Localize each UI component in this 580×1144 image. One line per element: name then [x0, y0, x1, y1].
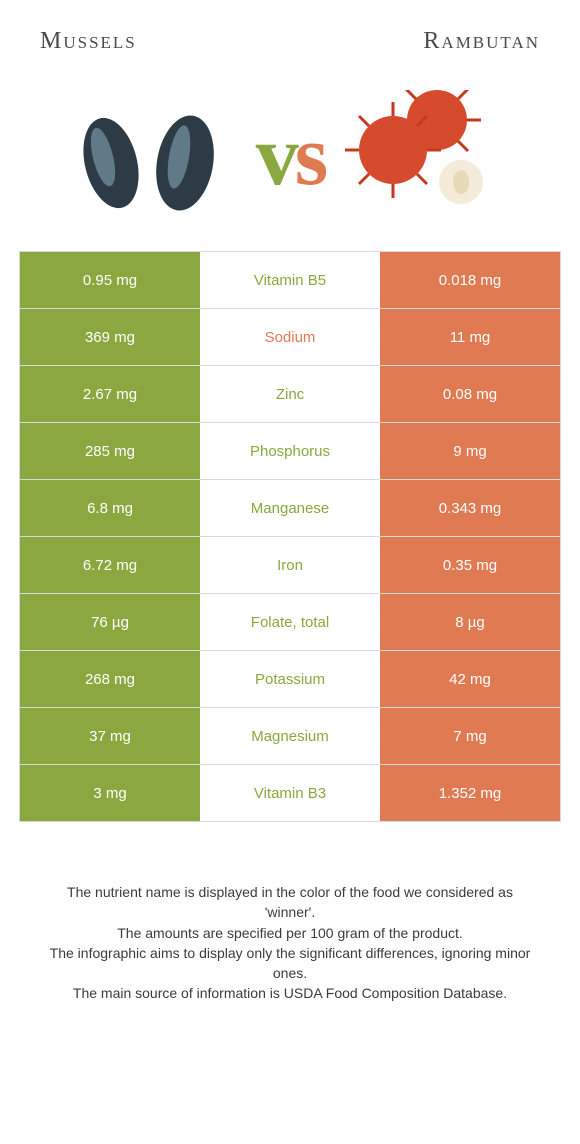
left-value-cell: 37 mg [20, 708, 200, 764]
vs-s: s [295, 112, 324, 198]
right-value-cell: 9 mg [380, 423, 560, 479]
left-value-cell: 76 µg [20, 594, 200, 650]
mussels-icon [64, 85, 244, 225]
title-right: Rambutan [423, 28, 540, 55]
nutrient-table: 0.95 mgVitamin B50.018 mg369 mgSodium11 … [19, 251, 561, 822]
nutrient-name-cell: Phosphorus [200, 423, 380, 479]
table-row: 3 mgVitamin B31.352 mg [20, 765, 560, 821]
footnote-line: The amounts are specified per 100 gram o… [40, 923, 540, 943]
nutrient-name-cell: Folate, total [200, 594, 380, 650]
nutrient-name-cell: Vitamin B5 [200, 252, 380, 308]
table-row: 6.8 mgManganese0.343 mg [20, 480, 560, 537]
title-row: Mussels Rambutan [0, 0, 580, 65]
vs-label: vs [256, 112, 324, 198]
vs-v: v [256, 112, 295, 198]
left-value-cell: 2.67 mg [20, 366, 200, 422]
right-value-cell: 0.343 mg [380, 480, 560, 536]
table-row: 6.72 mgIron0.35 mg [20, 537, 560, 594]
left-value-cell: 0.95 mg [20, 252, 200, 308]
table-row: 285 mgPhosphorus9 mg [20, 423, 560, 480]
comparison-infographic: Mussels Rambutan vs [0, 0, 580, 1004]
nutrient-name-cell: Potassium [200, 651, 380, 707]
footnotes: The nutrient name is displayed in the co… [40, 882, 540, 1004]
nutrient-name-cell: Manganese [200, 480, 380, 536]
right-value-cell: 0.018 mg [380, 252, 560, 308]
right-value-cell: 1.352 mg [380, 765, 560, 821]
left-value-cell: 285 mg [20, 423, 200, 479]
right-value-cell: 0.35 mg [380, 537, 560, 593]
right-value-cell: 0.08 mg [380, 366, 560, 422]
left-value-cell: 369 mg [20, 309, 200, 365]
right-value-cell: 7 mg [380, 708, 560, 764]
table-row: 37 mgMagnesium7 mg [20, 708, 560, 765]
left-value-cell: 6.8 mg [20, 480, 200, 536]
nutrient-name-cell: Zinc [200, 366, 380, 422]
nutrient-name-cell: Magnesium [200, 708, 380, 764]
nutrient-name-cell: Iron [200, 537, 380, 593]
hero-row: vs [0, 65, 580, 251]
footnote-line: The main source of information is USDA F… [40, 983, 540, 1003]
table-row: 2.67 mgZinc0.08 mg [20, 366, 560, 423]
right-value-cell: 42 mg [380, 651, 560, 707]
nutrient-name-cell: Vitamin B3 [200, 765, 380, 821]
right-value-cell: 11 mg [380, 309, 560, 365]
footnote-line: The nutrient name is displayed in the co… [40, 882, 540, 923]
title-left: Mussels [40, 28, 137, 55]
rambutan-icon [336, 85, 516, 225]
table-row: 0.95 mgVitamin B50.018 mg [20, 252, 560, 309]
nutrient-name-cell: Sodium [200, 309, 380, 365]
table-row: 76 µgFolate, total8 µg [20, 594, 560, 651]
left-value-cell: 268 mg [20, 651, 200, 707]
right-value-cell: 8 µg [380, 594, 560, 650]
footnote-line: The infographic aims to display only the… [40, 943, 540, 984]
table-row: 369 mgSodium11 mg [20, 309, 560, 366]
table-row: 268 mgPotassium42 mg [20, 651, 560, 708]
left-value-cell: 6.72 mg [20, 537, 200, 593]
left-value-cell: 3 mg [20, 765, 200, 821]
